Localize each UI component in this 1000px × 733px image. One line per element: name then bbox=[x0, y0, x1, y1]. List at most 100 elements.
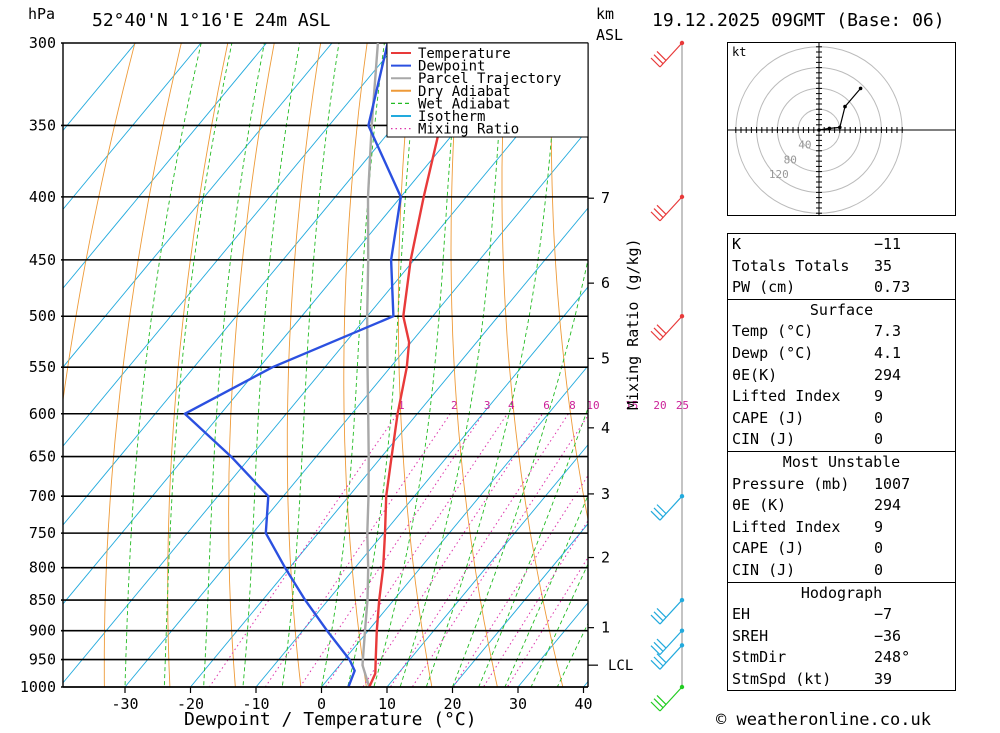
index-row: θE (K) 294 bbox=[728, 495, 955, 517]
hodograph-point bbox=[827, 126, 832, 131]
mixing-ratio-label: 3 bbox=[484, 399, 491, 412]
legend-label: Wet Adiabat bbox=[418, 96, 511, 112]
index-value: 39 bbox=[874, 669, 893, 688]
wind-barb-flag bbox=[656, 324, 667, 335]
mixing-ratio-axis-label: Mixing Ratio (g/kg) bbox=[624, 238, 642, 410]
index-row: CIN (J) 0 bbox=[728, 429, 955, 451]
wind-barb-flag bbox=[650, 614, 661, 625]
wind-barb bbox=[650, 194, 685, 222]
mixing-ratio-line bbox=[208, 413, 398, 687]
wind-barb-flag bbox=[653, 611, 664, 622]
hodograph-point bbox=[858, 86, 863, 91]
wind-barb-flag bbox=[653, 507, 664, 518]
wind-barb-staff bbox=[659, 644, 683, 670]
index-row: Dewp (°C) 4.1 bbox=[728, 343, 955, 365]
mixing-ratio-line bbox=[362, 413, 543, 687]
index-label: Totals Totals bbox=[732, 256, 850, 275]
isotherm-line bbox=[255, 286, 588, 687]
indices-table: K −11 Totals Totals 35 PW (cm) 0.73 Surface T… bbox=[727, 233, 956, 692]
isotherm-line bbox=[63, 43, 267, 289]
dry-adiabat-line bbox=[103, 43, 182, 687]
index-label: Pressure (mb) bbox=[732, 474, 850, 493]
mixing-ratio-label: 4 bbox=[508, 399, 515, 412]
legend-label: Dewpoint bbox=[418, 59, 485, 75]
isotherm-line bbox=[386, 444, 588, 687]
x-tick-label: -30 bbox=[111, 695, 138, 713]
isotherm-line bbox=[63, 43, 398, 447]
mixing-ratio-line bbox=[411, 414, 588, 687]
x-axis-title: Dewpoint / Temperature (°C) bbox=[184, 709, 477, 730]
index-value: −7 bbox=[874, 605, 893, 624]
x-tick-label: 10 bbox=[378, 695, 396, 713]
dry-adiabat-line bbox=[968, 25, 1000, 713]
section-title: Surface bbox=[809, 300, 874, 319]
wind-barb-flag bbox=[653, 54, 664, 65]
pressure-tick-label: 550 bbox=[29, 358, 56, 376]
wind-barb-flag bbox=[650, 701, 661, 712]
isotherm-line bbox=[124, 128, 588, 687]
height-tick-label: 2 bbox=[601, 549, 610, 567]
index-value: 9 bbox=[874, 517, 884, 536]
pressure-tick-label: 650 bbox=[29, 448, 56, 466]
mixing-ratio-label: 8 bbox=[569, 399, 576, 412]
index-value: 4.1 bbox=[874, 343, 902, 362]
wind-barb-flag bbox=[650, 510, 661, 521]
wind-barb-staff bbox=[659, 599, 683, 625]
index-label: Temp (°C) bbox=[732, 322, 814, 341]
legend-label: Isotherm bbox=[418, 109, 485, 125]
wind-barb-flag bbox=[650, 645, 661, 656]
index-value: −36 bbox=[874, 626, 902, 645]
dry-adiabat-line bbox=[501, 43, 564, 687]
x-tick-label: -10 bbox=[242, 695, 269, 713]
index-value: 0.73 bbox=[874, 278, 911, 297]
pressure-tick-label: 800 bbox=[29, 559, 56, 577]
wind-barb-flag bbox=[656, 204, 667, 215]
wind-barb-flag bbox=[650, 330, 661, 341]
legend-label: Parcel Trajectory bbox=[418, 71, 561, 87]
pressure-tick-label: 750 bbox=[29, 524, 56, 542]
wet-adiabat-line bbox=[203, 43, 265, 687]
mixing-ratio-line bbox=[324, 413, 508, 687]
index-value: 9 bbox=[874, 387, 884, 406]
x-tick-label: 0 bbox=[317, 695, 326, 713]
wind-barb-flag bbox=[650, 57, 661, 68]
wet-adiabat-line bbox=[321, 43, 385, 687]
mixing-ratio-line bbox=[264, 413, 451, 687]
index-label: StmSpd (kt) bbox=[732, 669, 832, 688]
x-tick-label: 30 bbox=[509, 695, 527, 713]
index-row: θE(K) 294 bbox=[728, 365, 955, 387]
mixing-ratio-label: 6 bbox=[543, 399, 550, 412]
index-row: CAPE (J) 0 bbox=[728, 408, 955, 430]
index-value: 0 bbox=[874, 408, 884, 427]
section-title: Most Unstable bbox=[782, 452, 901, 471]
index-label: SREH bbox=[732, 626, 769, 645]
mixing-ratio-label: 20 bbox=[653, 399, 666, 412]
index-label: CAPE (J) bbox=[732, 539, 805, 558]
pressure-tick-label: 300 bbox=[29, 34, 56, 52]
wet-adiabat-line bbox=[425, 43, 560, 687]
x-tick-label: -20 bbox=[177, 695, 204, 713]
wind-barb-flag bbox=[650, 659, 661, 670]
index-value: 294 bbox=[874, 496, 902, 515]
wind-barb-flag bbox=[653, 698, 664, 709]
wind-barbs bbox=[650, 40, 685, 712]
surface-indices: Surface Temp (°C) 7.3 Dewp (°C) 4.1 θE(K) 294… bbox=[728, 298, 955, 451]
index-row: CAPE (J) 0 bbox=[728, 538, 955, 560]
pressure-tick-label: 900 bbox=[29, 622, 56, 640]
wet-adiabat-line bbox=[452, 257, 588, 687]
wet-adiabat-line bbox=[242, 43, 301, 687]
index-value: 35 bbox=[874, 256, 893, 275]
wind-barb-flag bbox=[653, 656, 664, 667]
wind-barb-staff bbox=[659, 630, 683, 656]
copyright-text: © weatheronline.co.uk bbox=[716, 710, 931, 730]
profile-series bbox=[183, 43, 461, 687]
wind-barb-flag bbox=[653, 641, 664, 652]
pressure-tick-label: 700 bbox=[29, 487, 56, 505]
index-row: CIN (J) 0 bbox=[728, 560, 955, 582]
index-value: −11 bbox=[874, 235, 902, 253]
pressure-tick-label: 350 bbox=[29, 116, 56, 134]
index-value: 0 bbox=[874, 539, 884, 558]
pressure-tick-label: 500 bbox=[29, 307, 56, 325]
wet-adiabat-line bbox=[478, 406, 588, 687]
